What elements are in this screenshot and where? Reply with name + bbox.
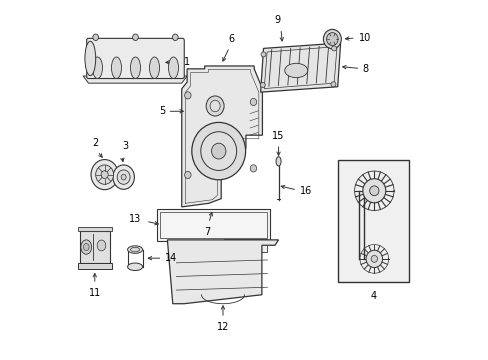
- Ellipse shape: [130, 57, 140, 78]
- Ellipse shape: [326, 33, 337, 45]
- Ellipse shape: [362, 179, 385, 203]
- Ellipse shape: [206, 96, 224, 116]
- Ellipse shape: [83, 243, 89, 251]
- Text: 16: 16: [300, 186, 312, 197]
- Polygon shape: [260, 43, 340, 92]
- Bar: [337, 160, 408, 282]
- Ellipse shape: [184, 171, 191, 179]
- Ellipse shape: [113, 165, 134, 189]
- Ellipse shape: [97, 240, 105, 251]
- Ellipse shape: [191, 122, 245, 180]
- Ellipse shape: [250, 98, 256, 105]
- Text: 9: 9: [274, 15, 280, 25]
- Text: 2: 2: [92, 138, 99, 148]
- Ellipse shape: [149, 57, 159, 78]
- Ellipse shape: [92, 57, 102, 78]
- Ellipse shape: [366, 250, 382, 267]
- Text: 4: 4: [370, 291, 376, 301]
- Ellipse shape: [117, 170, 130, 184]
- Text: 8: 8: [362, 64, 368, 74]
- Bar: [159, 212, 266, 238]
- Ellipse shape: [111, 57, 121, 78]
- Ellipse shape: [331, 46, 336, 51]
- Ellipse shape: [91, 159, 118, 190]
- Ellipse shape: [250, 165, 256, 172]
- Text: 14: 14: [165, 253, 177, 263]
- Text: 5: 5: [159, 106, 165, 116]
- Ellipse shape: [172, 34, 178, 41]
- Ellipse shape: [127, 246, 142, 253]
- Text: 6: 6: [227, 34, 234, 44]
- Text: 1: 1: [183, 57, 189, 67]
- Polygon shape: [83, 76, 187, 83]
- Polygon shape: [78, 263, 112, 269]
- FancyBboxPatch shape: [86, 39, 184, 78]
- Text: 3: 3: [122, 141, 128, 151]
- Bar: [156, 209, 269, 241]
- Ellipse shape: [260, 82, 265, 87]
- Ellipse shape: [261, 52, 265, 57]
- Ellipse shape: [369, 186, 378, 195]
- Ellipse shape: [284, 63, 307, 78]
- Ellipse shape: [184, 92, 191, 99]
- Ellipse shape: [93, 34, 99, 41]
- Ellipse shape: [130, 247, 140, 252]
- Ellipse shape: [81, 240, 91, 254]
- Bar: [80, 231, 110, 263]
- Ellipse shape: [323, 30, 341, 49]
- Text: 15: 15: [272, 131, 284, 141]
- Ellipse shape: [370, 256, 377, 262]
- Ellipse shape: [276, 157, 281, 166]
- Ellipse shape: [96, 165, 113, 184]
- Ellipse shape: [132, 34, 138, 41]
- Text: 10: 10: [359, 33, 371, 43]
- Ellipse shape: [101, 171, 108, 179]
- Text: 12: 12: [216, 321, 229, 332]
- Text: 11: 11: [88, 288, 101, 298]
- Ellipse shape: [211, 143, 225, 159]
- Ellipse shape: [330, 82, 335, 87]
- Polygon shape: [78, 226, 112, 231]
- Polygon shape: [167, 240, 278, 304]
- Ellipse shape: [121, 174, 126, 180]
- Ellipse shape: [210, 100, 220, 112]
- Ellipse shape: [201, 132, 236, 171]
- Polygon shape: [182, 66, 262, 207]
- Bar: [224, 239, 267, 252]
- Text: 13: 13: [129, 215, 142, 224]
- Text: 7: 7: [203, 227, 210, 237]
- Ellipse shape: [127, 263, 142, 271]
- Ellipse shape: [168, 57, 178, 78]
- Ellipse shape: [85, 41, 96, 76]
